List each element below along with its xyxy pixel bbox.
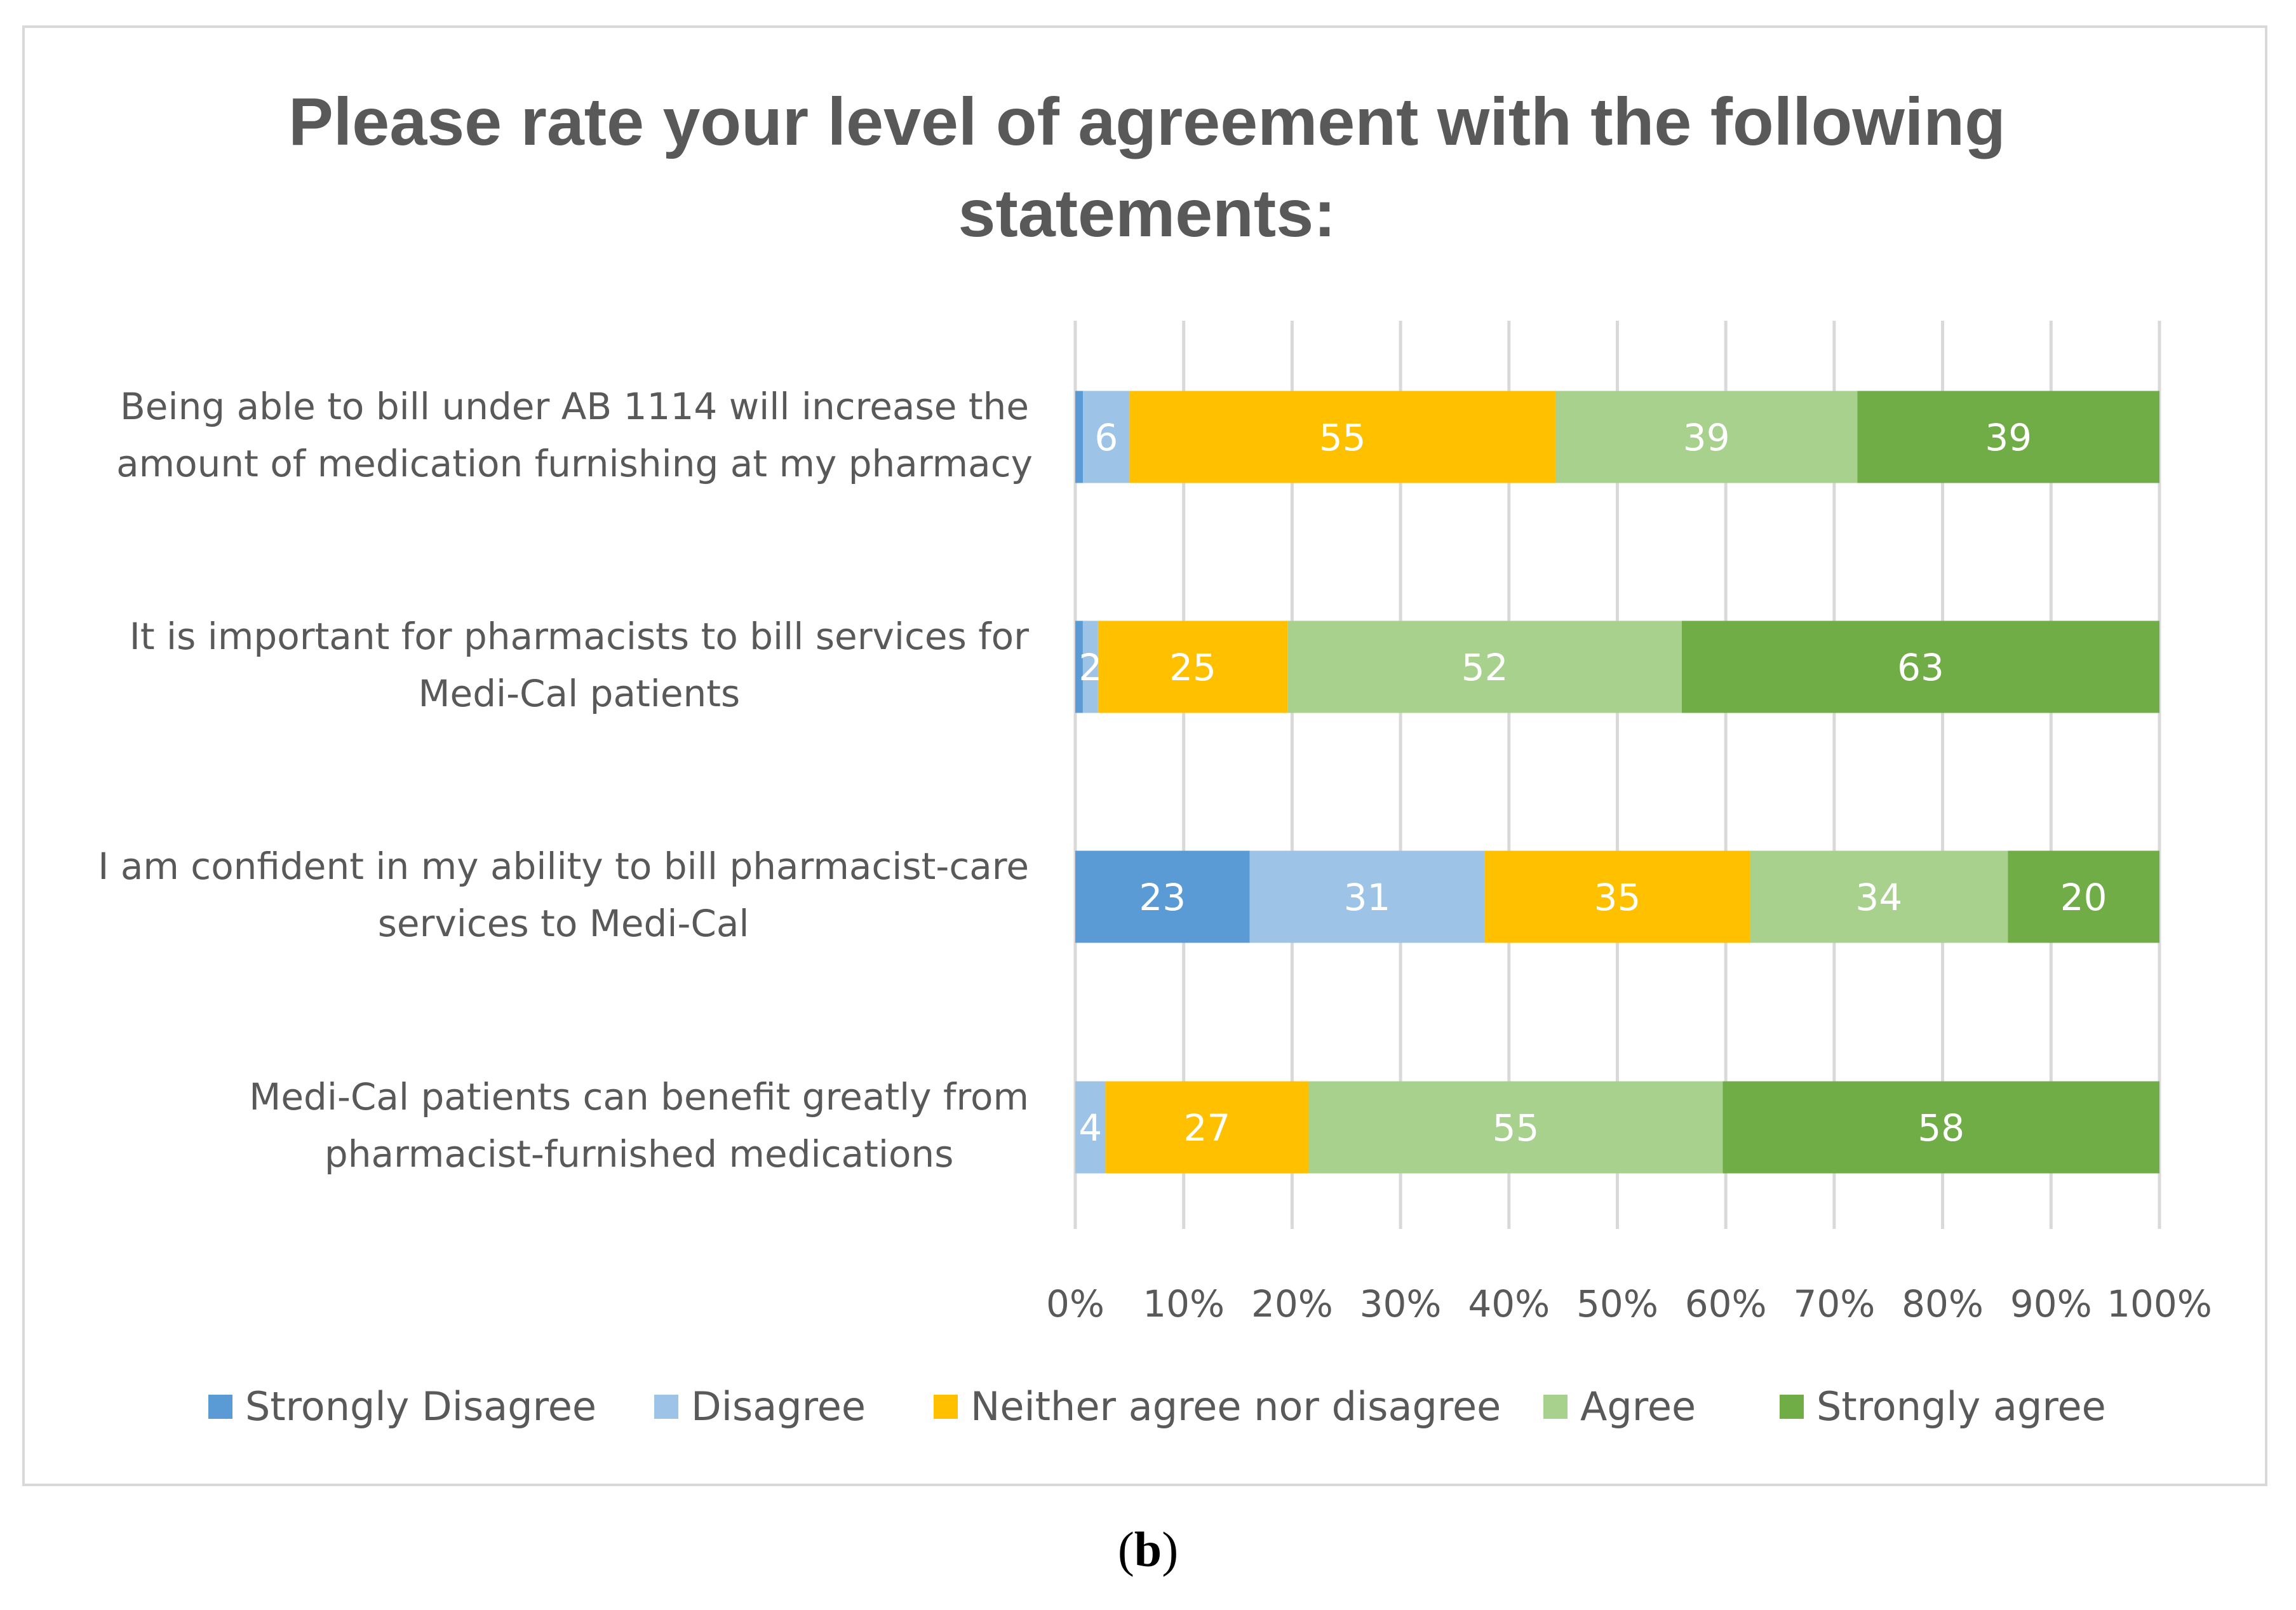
x-tick-label: 30% — [1360, 1282, 1442, 1325]
x-tick-label: 10% — [1143, 1282, 1225, 1325]
data-label: 4 — [1078, 1106, 1102, 1150]
data-labels: 6 55 39 39 2 25 52 63 23 31 35 34 20 4 27 55 58 — [1078, 416, 2107, 1150]
data-label: 20 — [2060, 876, 2107, 919]
bar-segment — [1722, 1081, 2159, 1174]
legend-label: Disagree — [691, 1383, 866, 1430]
bars — [1075, 391, 2159, 1174]
category-label: pharmacist-furnished medications — [325, 1132, 954, 1176]
category-label: I am confident in my ability to bill pha… — [98, 845, 1029, 888]
bar-segment — [1129, 391, 1555, 483]
data-label: 27 — [1184, 1106, 1231, 1150]
data-label: 25 — [1169, 646, 1216, 689]
data-label: 39 — [1985, 416, 2032, 459]
legend-label: Agree — [1580, 1383, 1696, 1430]
x-tick-label: 20% — [1251, 1282, 1333, 1325]
chart-title-line-1: Please rate your level of agreement with… — [288, 84, 2006, 159]
bar-segment — [1249, 850, 1485, 943]
legend-label: Strongly agree — [1816, 1383, 2106, 1430]
x-tick-label: 40% — [1468, 1282, 1550, 1325]
x-tick-label: 90% — [2010, 1282, 2092, 1325]
bar-segment — [1075, 621, 1083, 713]
data-label: 39 — [1683, 416, 1730, 459]
category-label: It is important for pharmacists to bill … — [130, 615, 1029, 658]
bar-segment — [1681, 621, 2159, 713]
data-label: 31 — [1344, 876, 1391, 919]
legend-item: Agree — [1543, 1383, 1696, 1430]
bar-segment — [1082, 621, 1098, 713]
data-label: 34 — [1855, 876, 1902, 919]
figure-caption: (b) — [1117, 1522, 1179, 1577]
legend-swatch — [208, 1395, 232, 1419]
chart-frame — [22, 25, 2267, 1486]
bar-segment — [1484, 850, 1750, 943]
x-tick-label: 100% — [2107, 1282, 2212, 1325]
data-label: 23 — [1139, 876, 1186, 919]
category-label: Being able to bill under AB 1114 will in… — [120, 385, 1029, 428]
bar-segment — [1075, 850, 1250, 943]
legend-swatch — [1780, 1395, 1804, 1419]
bar-segment — [1105, 1081, 1309, 1174]
data-label: 55 — [1493, 1106, 1540, 1150]
x-tick-label: 80% — [1902, 1282, 1984, 1325]
category-label: Medi-Cal patients can benefit greatly fr… — [249, 1075, 1029, 1118]
data-label: 2 — [1078, 646, 1102, 689]
x-tick-label: 50% — [1576, 1282, 1658, 1325]
legend-label: Strongly Disagree — [245, 1383, 596, 1430]
bar-segment — [1555, 391, 1858, 483]
legend-swatch — [934, 1395, 958, 1419]
data-label: 35 — [1594, 876, 1641, 919]
legend-item: Strongly Disagree — [208, 1383, 596, 1430]
bar-segment — [1308, 1081, 1723, 1174]
data-label: 63 — [1897, 646, 1944, 689]
chart-title-line-2: statements: — [958, 176, 1336, 251]
x-tick-label: 60% — [1685, 1282, 1767, 1325]
data-label: 58 — [1917, 1106, 1964, 1150]
data-label: 6 — [1094, 416, 1118, 459]
category-label: amount of medication furnishing at my ph… — [116, 442, 1033, 485]
legend-item: Neither agree nor disagree — [934, 1383, 1501, 1430]
data-label: 52 — [1461, 646, 1508, 689]
bar-segment — [1098, 621, 1288, 713]
legend: Strongly Disagree Disagree Neither agree n… — [208, 1383, 2106, 1430]
legend-swatch — [1543, 1395, 1568, 1419]
x-tick-label: 0% — [1046, 1282, 1104, 1325]
legend-item: Strongly agree — [1780, 1383, 2106, 1430]
legend-label: Neither agree nor disagree — [970, 1383, 1501, 1430]
x-tick-label: 70% — [1793, 1282, 1875, 1325]
category-label: services to Medi-Cal — [378, 902, 749, 945]
bar-segment — [1075, 1081, 1106, 1174]
legend-swatch — [654, 1395, 678, 1419]
bar-segment — [1075, 391, 1084, 483]
bar-segment — [1857, 391, 2159, 483]
category-labels: Being able to bill under AB 1114 will in… — [98, 385, 1033, 1176]
bar-segment — [1287, 621, 1682, 713]
category-label: Medi-Cal patients — [418, 672, 740, 715]
legend-item: Disagree — [654, 1383, 866, 1430]
bar-segment — [1083, 391, 1130, 483]
bar-segment — [2008, 850, 2159, 943]
x-axis-ticks: 0% 10% 20% 30% 40% 50% 60% 70% 80% 90% 100% — [1046, 1282, 2212, 1325]
data-label: 55 — [1319, 416, 1366, 459]
bar-segment — [1750, 850, 2008, 943]
